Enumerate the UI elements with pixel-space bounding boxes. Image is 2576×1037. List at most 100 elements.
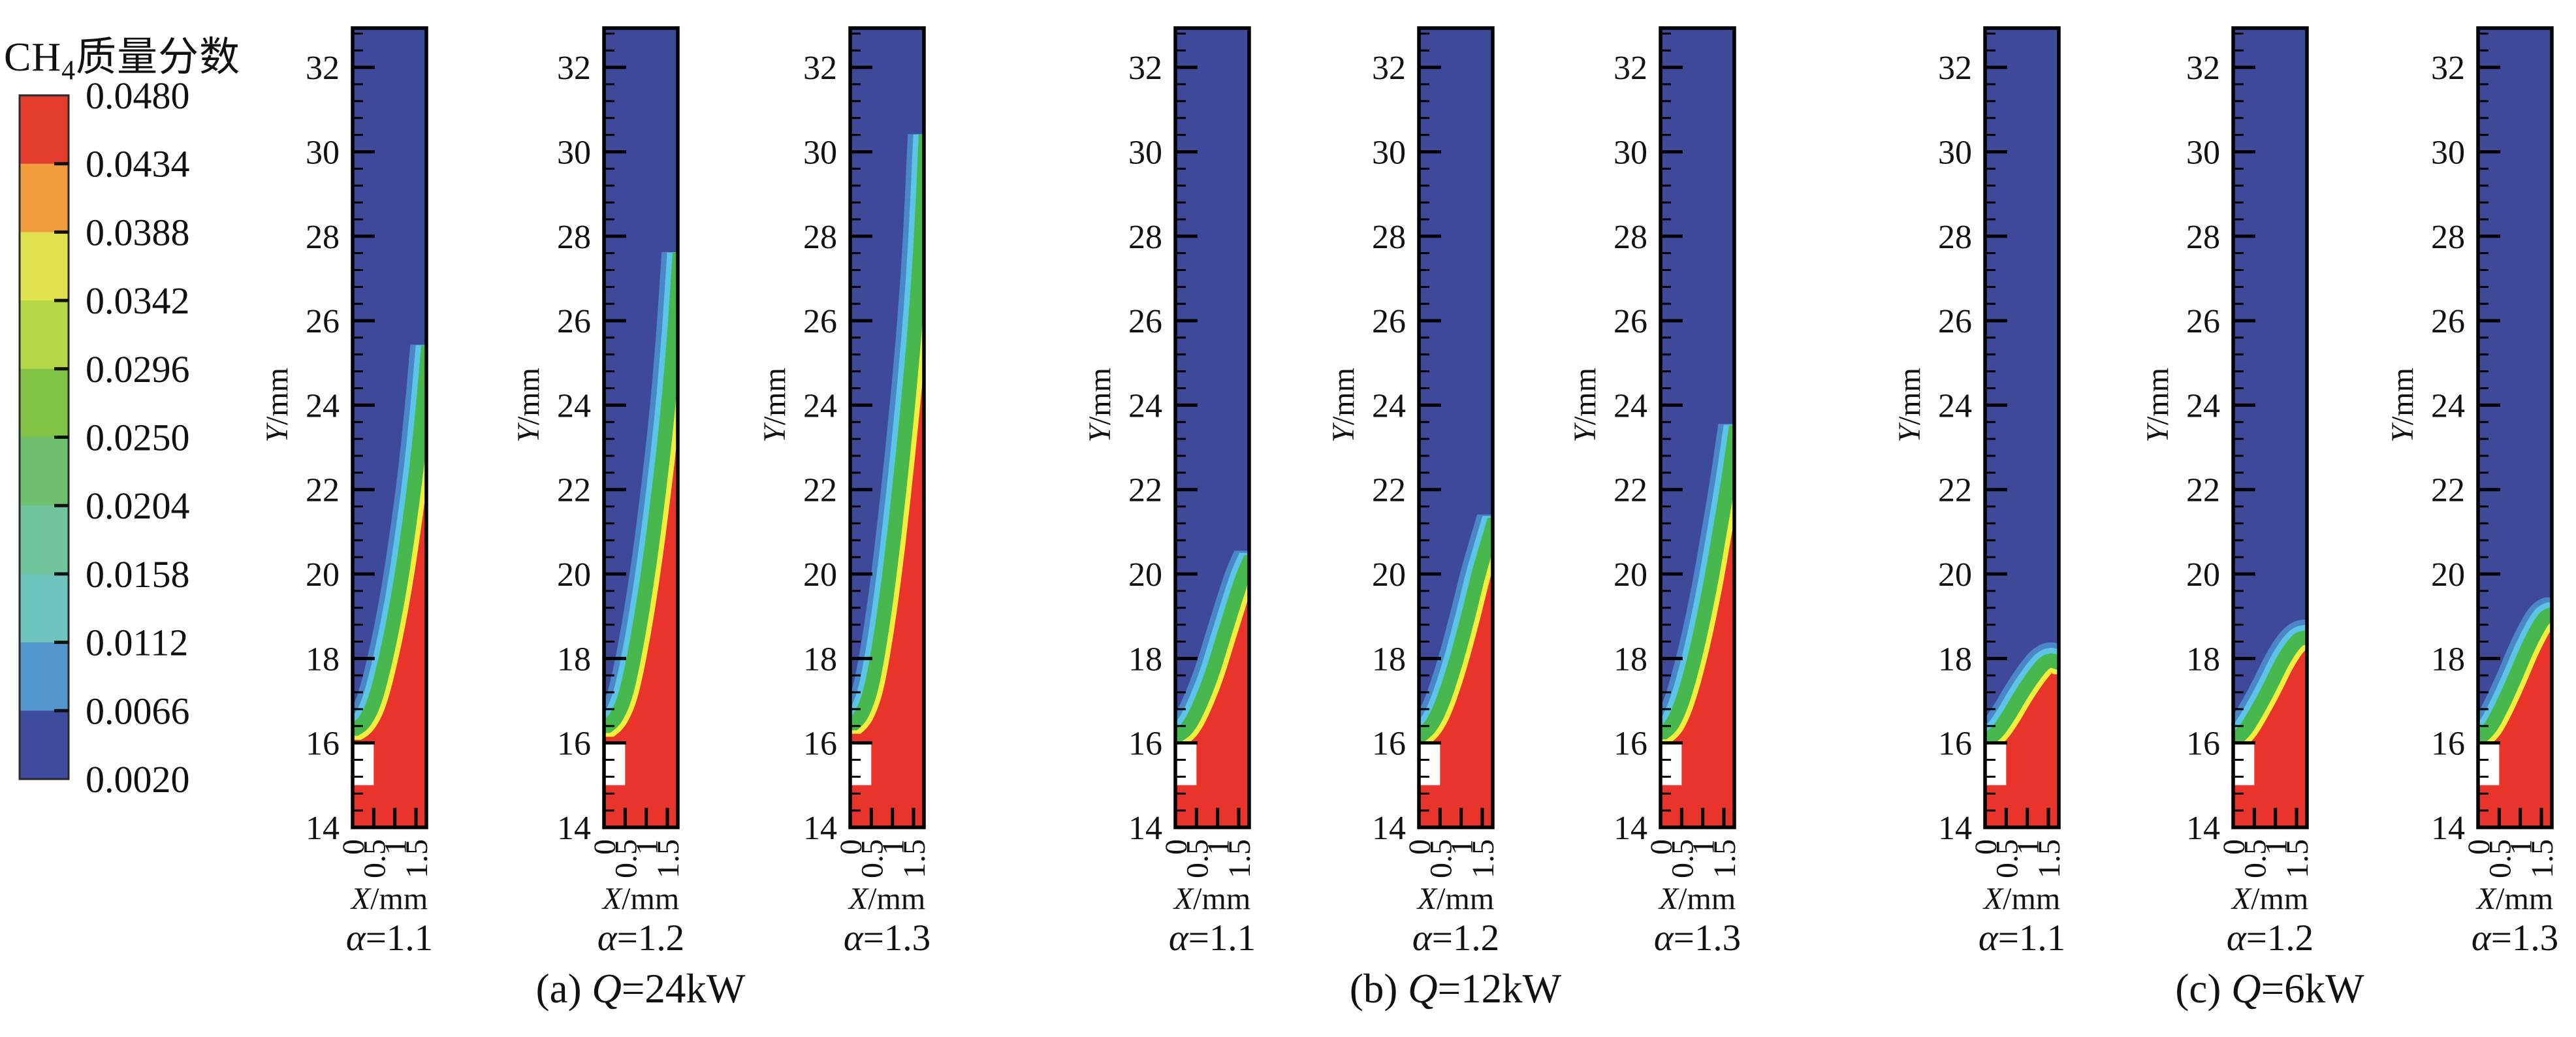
x-tick-label: 0 <box>834 839 868 855</box>
x-tick-label: 1.5 <box>400 839 434 878</box>
y-tick-label: 14 <box>2431 810 2465 847</box>
x-tick-label: 0.5 <box>609 839 643 878</box>
y-axis-unit: /mm <box>1326 368 1361 425</box>
y-tick-label: 28 <box>1938 219 1972 256</box>
x-axis-unit: /mm <box>1678 882 1736 916</box>
y-tick-label: 30 <box>803 134 837 171</box>
burner-notch <box>2479 742 2500 786</box>
field-high-ch4 <box>1986 673 2058 826</box>
colorbar-band-0 <box>20 95 69 165</box>
x-tick-label: 1 <box>1201 839 1236 855</box>
y-tick-label: 28 <box>1614 219 1647 256</box>
contour-panel-c-alpha1.1: 3230282624222018161400.511.5Y/mmX/mmα=1.… <box>1892 26 2067 959</box>
x-axis-unit: /mm <box>1193 882 1250 916</box>
contour-field <box>605 29 676 826</box>
y-tick-label: 26 <box>1372 303 1406 340</box>
contour-field <box>354 29 425 826</box>
field-high-ch4 <box>605 444 676 826</box>
y-tick-label: 24 <box>1614 387 1647 424</box>
alpha-label: α=1.2 <box>1412 917 1499 959</box>
x-axis-label: X/mm <box>1658 882 1736 916</box>
y-axis-unit: /mm <box>260 368 294 425</box>
y-tick-label: 18 <box>306 641 340 678</box>
y-axis-variable: Y <box>260 423 294 443</box>
y-tick-label: 18 <box>557 641 591 678</box>
y-tick-label: 14 <box>1938 810 1972 847</box>
y-tick-label: 22 <box>2431 472 2465 509</box>
y-tick-label: 20 <box>803 556 837 594</box>
y-tick-label: 32 <box>1372 50 1406 87</box>
plot-frame <box>602 26 680 829</box>
burner-notch <box>1662 742 1682 786</box>
y-tick-label: 30 <box>1372 134 1406 171</box>
alpha-symbol: α <box>1654 917 1674 959</box>
x-tick-label: 1.5 <box>1466 839 1501 878</box>
x-tick-label: 0.5 <box>1990 839 2024 878</box>
colorbar-level-label: 0.0296 <box>86 348 190 391</box>
colorbar-band-8 <box>20 642 69 712</box>
y-axis-label: Y/mm <box>1568 368 1602 443</box>
contour-field <box>1986 29 2058 826</box>
contour-field <box>1420 29 1491 826</box>
colorbar-title-suffix: 质量分数 <box>76 35 241 80</box>
x-tick-label: 0 <box>588 839 622 855</box>
y-tick-label: 32 <box>1614 50 1647 87</box>
y-axis-variable: Y <box>2385 423 2420 443</box>
x-tick-label: 1 <box>1445 839 1480 855</box>
colorbar-level-label: 0.0388 <box>86 211 190 253</box>
y-tick-label: 20 <box>1128 556 1162 594</box>
y-tick-label: 26 <box>2431 303 2465 340</box>
contour-field <box>2234 29 2306 826</box>
y-tick-label: 28 <box>2431 219 2465 256</box>
x-axis-unit: /mm <box>2003 882 2060 916</box>
y-tick-label: 26 <box>1614 303 1647 340</box>
y-tick-label: 26 <box>557 303 591 340</box>
y-tick-label: 18 <box>1128 641 1162 678</box>
plot-frame <box>2231 26 2309 829</box>
contour-panel-b-alpha1.3: 3230282624222018161400.511.5Y/mmX/mmα=1.… <box>1568 26 1742 959</box>
y-axis-unit: /mm <box>1568 368 1602 425</box>
contour-field <box>1662 29 1733 826</box>
y-tick-label: 30 <box>557 134 591 171</box>
colorbar-band-7 <box>20 573 69 643</box>
y-tick-label: 14 <box>1614 810 1647 847</box>
y-tick-label: 16 <box>1614 726 1647 763</box>
colorbar-level-label: 0.0250 <box>86 417 190 459</box>
colorbar-level-label: 0.0020 <box>86 758 190 801</box>
y-tick-label: 16 <box>1128 726 1162 763</box>
y-tick-label: 32 <box>803 50 837 87</box>
y-axis-variable: Y <box>1568 423 1602 443</box>
y-tick-label: 22 <box>1614 472 1647 509</box>
colorbar-level-label: 0.0158 <box>86 553 190 596</box>
alpha-value: =1.2 <box>1432 917 1499 959</box>
x-axis-label: X/mm <box>1173 882 1250 916</box>
caption-c-variable: Q <box>2231 966 2261 1012</box>
alpha-symbol: α <box>1169 917 1189 959</box>
x-axis-unit: /mm <box>622 882 679 916</box>
y-tick-label: 16 <box>557 726 591 763</box>
plot-frame <box>848 26 926 829</box>
x-tick-label: 1 <box>630 839 665 855</box>
x-axis-label: X/mm <box>848 882 925 916</box>
alpha-symbol: α <box>346 917 366 959</box>
y-tick-label: 14 <box>306 810 340 847</box>
x-tick-label: 1.5 <box>2280 839 2315 878</box>
y-tick-label: 14 <box>557 810 591 847</box>
caption-a-index: (a) <box>535 966 592 1012</box>
x-axis-unit: /mm <box>2496 882 2553 916</box>
colorbar-band-3 <box>20 300 69 370</box>
alpha-label: α=1.1 <box>1169 917 1256 959</box>
caption-b-index: (b) <box>1349 966 1408 1012</box>
y-tick-label: 22 <box>2186 472 2220 509</box>
y-tick-label: 20 <box>557 556 591 594</box>
colorbar-level-label: 0.0434 <box>86 143 190 185</box>
y-tick-label: 18 <box>1614 641 1647 678</box>
x-tick-label: 1 <box>2504 839 2539 855</box>
colorbar-level-label: 0.0204 <box>86 485 190 527</box>
y-axis-variable: Y <box>1892 423 1927 443</box>
contour-panel-b-alpha1.1: 3230282624222018161400.511.5Y/mmX/mmα=1.… <box>1083 26 1257 959</box>
alpha-symbol: α <box>844 917 864 959</box>
x-tick-label: 0 <box>1159 839 1194 855</box>
x-tick-label: 0.5 <box>1180 839 1215 878</box>
x-tick-label: 1.5 <box>2525 839 2560 878</box>
